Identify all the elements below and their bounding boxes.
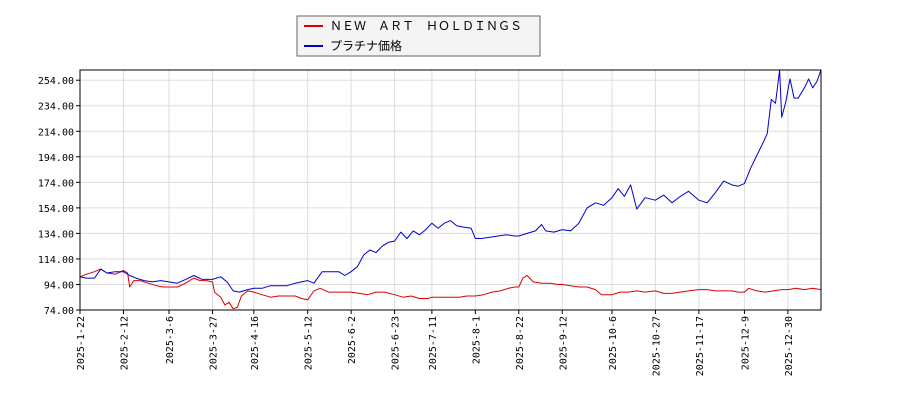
y-tick-label: 154.00: [38, 204, 74, 215]
x-tick-label: 2025-4-16: [250, 316, 261, 370]
legend-label-platinum: プラチナ価格: [330, 38, 402, 53]
x-tick-label: 2025-6-2: [347, 316, 358, 364]
y-tick-label: 74.00: [44, 306, 74, 317]
legend: ＮＥＷ ＡＲＴ ＨＯＬＤＩＮＧＳ プラチナ価格: [296, 15, 541, 57]
x-tick-label: 2025-8-22: [515, 316, 526, 370]
x-tick-label: 2025-7-11: [428, 316, 439, 370]
x-tick-label: 2025-2-12: [119, 316, 130, 370]
x-tick-label: 2025-9-12: [558, 316, 569, 370]
plot-frame: [79, 69, 822, 311]
x-tick-label: 2025-12-9: [740, 316, 751, 370]
x-tick-label: 2025-11-17: [695, 316, 706, 376]
x-tick-label: 2025-10-6: [608, 316, 619, 370]
y-tick-label: 174.00: [38, 178, 74, 189]
series-line-platinum: [79, 69, 822, 293]
series-layer: [79, 69, 822, 310]
legend-box: [296, 15, 541, 57]
y-tick-label: 194.00: [38, 153, 74, 164]
x-tick-label: 2025-3-6: [165, 316, 176, 364]
series-line-new-art: [79, 268, 822, 310]
x-tick-label: 2025-1-22: [76, 316, 87, 370]
y-tick-label: 254.00: [38, 76, 74, 87]
legend-label-new-art: ＮＥＷ ＡＲＴ ＨＯＬＤＩＮＧＳ: [330, 19, 522, 33]
y-tick-label: 234.00: [38, 102, 74, 113]
x-tick-label: 2025-5-12: [304, 316, 315, 370]
y-tick-label: 94.00: [44, 280, 74, 291]
y-tick-label: 114.00: [38, 255, 74, 266]
y-tick-label: 134.00: [38, 229, 74, 240]
grid: [79, 70, 821, 311]
x-tick-label: 2025-8-1: [471, 316, 482, 364]
x-tick-label: 2025-12-30: [784, 316, 795, 376]
y-tick-label: 214.00: [38, 127, 74, 138]
axis-labels: 74.00 94.00 114.00 134.00 154.00 174.00 194.00…: [38, 76, 795, 376]
x-tick-label: 2025-10-27: [651, 316, 662, 376]
x-tick-label: 2025-6-23: [391, 316, 402, 370]
x-tick-label: 2025-3-27: [208, 316, 219, 370]
